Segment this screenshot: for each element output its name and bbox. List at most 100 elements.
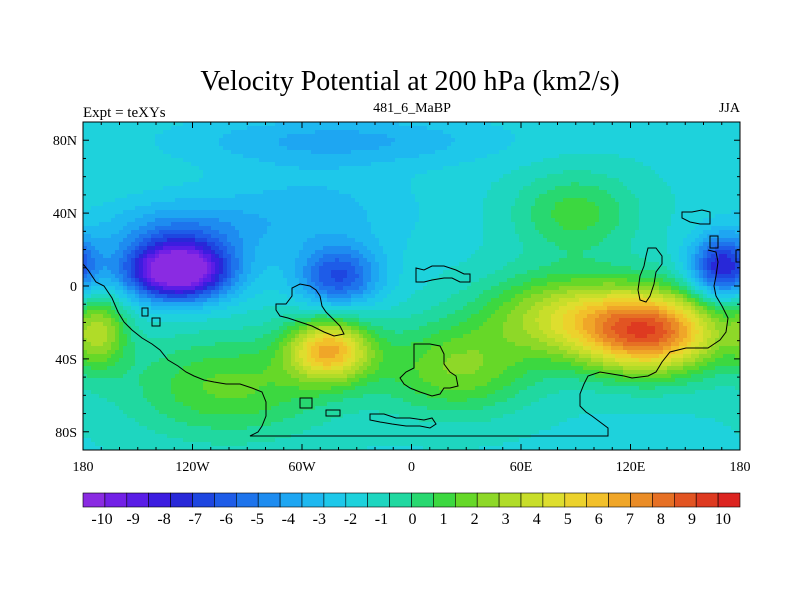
- field-cell: [299, 198, 304, 203]
- field-cell: [199, 126, 204, 131]
- field-cell: [363, 178, 368, 183]
- field-cell: [267, 142, 272, 147]
- field-cell: [251, 222, 256, 227]
- field-cell: [247, 142, 252, 147]
- field-cell: [355, 154, 360, 159]
- field-cell: [495, 146, 500, 151]
- field-cell: [103, 226, 108, 231]
- field-cell: [279, 238, 284, 243]
- field-cell: [619, 122, 624, 127]
- field-cell: [187, 214, 192, 219]
- field-cell: [695, 202, 700, 207]
- field-cell: [671, 130, 676, 135]
- field-cell: [379, 150, 384, 155]
- field-cell: [539, 190, 544, 195]
- field-cell: [271, 170, 276, 175]
- field-cell: [479, 194, 484, 199]
- field-cell: [447, 202, 452, 207]
- field-cell: [439, 158, 444, 163]
- field-cell: [135, 214, 140, 219]
- field-cell: [447, 206, 452, 211]
- field-cell: [87, 174, 92, 179]
- field-cell: [219, 138, 224, 143]
- field-cell: [623, 190, 628, 195]
- field-cell: [383, 230, 388, 235]
- field-cell: [735, 210, 740, 215]
- field-cell: [207, 234, 212, 239]
- field-cell: [335, 170, 340, 175]
- field-cell: [427, 154, 432, 159]
- field-cell: [683, 158, 688, 163]
- field-cell: [627, 222, 632, 227]
- field-cell: [483, 134, 488, 139]
- field-cell: [271, 130, 276, 135]
- field-cell: [415, 206, 420, 211]
- field-cell: [507, 158, 512, 163]
- field-cell: [623, 186, 628, 191]
- field-cell: [275, 170, 280, 175]
- field-cell: [203, 182, 208, 187]
- field-cell: [599, 150, 604, 155]
- field-cell: [335, 138, 340, 143]
- field-cell: [239, 130, 244, 135]
- field-cell: [519, 142, 524, 147]
- field-cell: [483, 130, 488, 135]
- field-cell: [303, 134, 308, 139]
- field-cell: [651, 234, 656, 239]
- field-cell: [503, 146, 508, 151]
- field-cell: [247, 234, 252, 239]
- field-cell: [619, 218, 624, 223]
- field-cell: [355, 122, 360, 127]
- field-cell: [663, 194, 668, 199]
- field-cell: [131, 174, 136, 179]
- field-cell: [703, 214, 708, 219]
- field-cell: [567, 210, 572, 215]
- field-cell: [631, 186, 636, 191]
- field-cell: [731, 178, 736, 183]
- field-cell: [371, 238, 376, 243]
- field-cell: [563, 182, 568, 187]
- field-cell: [599, 174, 604, 179]
- field-cell: [171, 146, 176, 151]
- field-cell: [287, 170, 292, 175]
- field-cell: [411, 238, 416, 243]
- field-cell: [679, 238, 684, 243]
- field-cell: [435, 162, 440, 167]
- field-cell: [283, 234, 288, 239]
- field-cell: [159, 214, 164, 219]
- field-cell: [683, 138, 688, 143]
- field-cell: [187, 238, 192, 243]
- field-cell: [351, 146, 356, 151]
- field-cell: [631, 178, 636, 183]
- field-cell: [539, 230, 544, 235]
- field-cell: [363, 162, 368, 167]
- field-cell: [439, 130, 444, 135]
- field-cell: [323, 186, 328, 191]
- field-cell: [423, 222, 428, 227]
- field-cell: [639, 186, 644, 191]
- field-cell: [527, 146, 532, 151]
- field-cell: [427, 238, 432, 243]
- field-cell: [559, 150, 564, 155]
- field-cell: [199, 210, 204, 215]
- field-cell: [107, 162, 112, 167]
- field-cell: [639, 150, 644, 155]
- field-cell: [363, 198, 368, 203]
- field-cell: [263, 182, 268, 187]
- field-cell: [243, 158, 248, 163]
- field-cell: [699, 198, 704, 203]
- field-cell: [463, 150, 468, 155]
- field-cell: [83, 210, 88, 215]
- field-cell: [147, 154, 152, 159]
- field-cell: [255, 174, 260, 179]
- field-cell: [523, 166, 528, 171]
- field-cell: [339, 166, 344, 171]
- field-cell: [639, 146, 644, 151]
- field-cell: [243, 150, 248, 155]
- field-cell: [371, 198, 376, 203]
- field-cell: [375, 182, 380, 187]
- field-cell: [279, 230, 284, 235]
- field-cell: [271, 186, 276, 191]
- field-cell: [335, 214, 340, 219]
- field-cell: [723, 238, 728, 243]
